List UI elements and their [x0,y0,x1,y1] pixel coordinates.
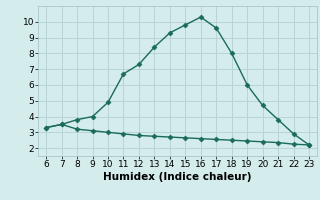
X-axis label: Humidex (Indice chaleur): Humidex (Indice chaleur) [103,172,252,182]
